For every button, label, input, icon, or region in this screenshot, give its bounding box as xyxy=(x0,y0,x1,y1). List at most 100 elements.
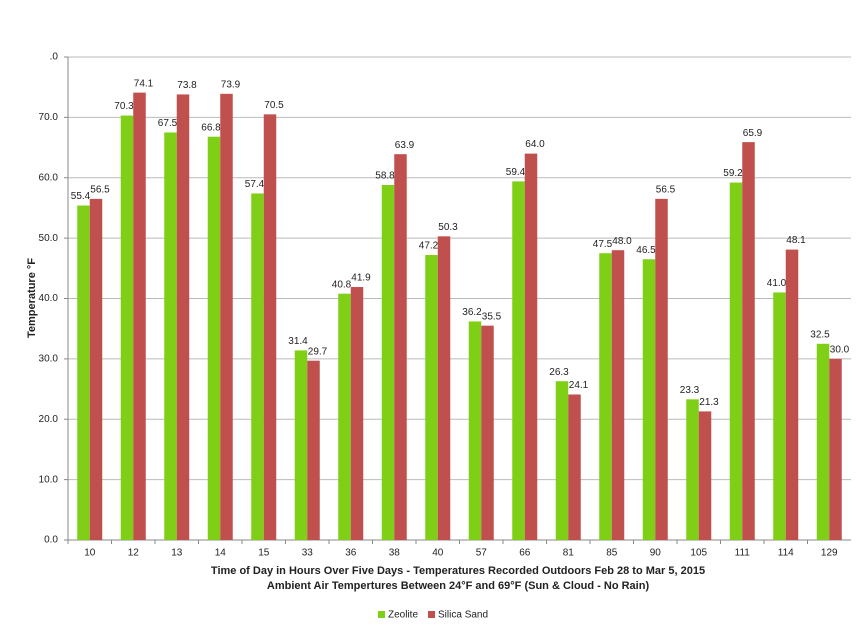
value-label: 32.5 xyxy=(810,329,830,340)
value-label: 73.8 xyxy=(177,80,197,91)
value-label: 46.5 xyxy=(636,245,656,256)
value-label: 59.2 xyxy=(723,168,743,179)
x-tick-label: 14 xyxy=(215,548,227,559)
y-tick-label: 60.0 xyxy=(39,172,59,183)
legend-swatch xyxy=(428,611,436,618)
bar xyxy=(89,198,103,540)
bar xyxy=(599,253,612,540)
value-label: 58.8 xyxy=(375,171,395,182)
y-tick-label: .0 xyxy=(50,52,59,63)
x-tick-label: 15 xyxy=(258,548,270,559)
value-label: 26.3 xyxy=(549,367,569,378)
value-label: 55.4 xyxy=(71,191,91,202)
value-label: 66.8 xyxy=(201,122,221,133)
bar xyxy=(120,115,134,540)
x-tick-label: 38 xyxy=(389,548,401,559)
value-label: 63.9 xyxy=(395,140,415,151)
x-tick-label: 66 xyxy=(519,548,531,559)
bar xyxy=(698,411,712,540)
value-label: 47.5 xyxy=(593,239,613,250)
value-label: 41.9 xyxy=(351,273,371,284)
bar xyxy=(176,94,190,541)
value-label: 24.1 xyxy=(569,380,589,391)
bar xyxy=(829,358,842,540)
legend-label: Silica Sand xyxy=(438,610,488,621)
value-label: 57.4 xyxy=(245,179,265,190)
value-label: 64.0 xyxy=(525,139,545,150)
value-label: 50.3 xyxy=(438,222,458,233)
bar xyxy=(338,293,351,540)
bar xyxy=(481,325,494,540)
y-tick-label: 50.0 xyxy=(39,233,59,244)
x-tick-label: 85 xyxy=(606,548,618,559)
value-label: 35.5 xyxy=(482,311,502,322)
bar xyxy=(207,136,221,540)
bar xyxy=(512,181,525,540)
value-label: 31.4 xyxy=(288,336,308,347)
bar xyxy=(381,184,395,540)
value-label: 56.5 xyxy=(90,185,110,196)
y-tick-label: 40.0 xyxy=(39,293,59,304)
bar xyxy=(251,193,264,540)
x-axis-title: Time of Day in Hours Over Five Days - Te… xyxy=(211,565,705,577)
bar xyxy=(350,287,364,540)
bar xyxy=(555,381,569,540)
value-label: 40.8 xyxy=(332,279,352,290)
x-tick-label: 90 xyxy=(650,548,662,559)
bar xyxy=(729,182,743,540)
value-label: 59.4 xyxy=(506,167,526,178)
bar xyxy=(437,236,451,540)
y-tick-label: 0.0 xyxy=(44,535,58,546)
y-tick-label: 20.0 xyxy=(39,414,59,425)
x-tick-label: 114 xyxy=(778,548,794,559)
x-tick-label: 13 xyxy=(171,548,183,559)
x-tick-label: 36 xyxy=(345,548,357,559)
y-axis-title: Temperature °F xyxy=(26,258,38,338)
bar xyxy=(394,154,407,541)
bar xyxy=(307,360,320,540)
x-axis-title: Ambient Air Tempertures Between 24°F and… xyxy=(267,580,650,592)
legend-label: Zeolite xyxy=(388,610,418,621)
value-label: 47.2 xyxy=(419,241,439,252)
value-label: 65.9 xyxy=(743,128,763,139)
x-tick-label: 57 xyxy=(476,548,488,559)
bar xyxy=(164,132,177,540)
x-tick-label: 129 xyxy=(821,548,838,559)
bar xyxy=(468,321,482,540)
y-tick-label: 70.0 xyxy=(39,112,59,123)
legend-swatch xyxy=(378,611,385,618)
bar xyxy=(642,259,656,540)
value-label: 23.3 xyxy=(680,385,700,396)
bar xyxy=(785,249,799,540)
x-tick-label: 40 xyxy=(432,548,444,559)
value-label: 73.9 xyxy=(221,79,241,90)
bar xyxy=(568,394,581,540)
x-tick-label: 105 xyxy=(690,548,707,559)
bar xyxy=(655,198,668,540)
value-label: 48.1 xyxy=(786,235,806,246)
value-label: 70.5 xyxy=(264,100,284,111)
bar xyxy=(294,350,308,540)
value-label: 29.7 xyxy=(308,346,328,357)
value-label: 21.3 xyxy=(699,397,719,408)
x-tick-label: 12 xyxy=(128,548,140,559)
x-tick-label: 111 xyxy=(735,548,751,559)
value-label: 70.3 xyxy=(114,101,134,112)
value-label: 56.5 xyxy=(656,185,676,196)
bar xyxy=(686,399,699,540)
y-tick-label: 30.0 xyxy=(39,354,59,365)
bar xyxy=(133,92,146,540)
bar xyxy=(425,255,438,540)
x-tick-label: 10 xyxy=(84,548,96,559)
bar xyxy=(816,343,830,540)
y-tick-label: 10.0 xyxy=(39,474,59,485)
x-tick-label: 33 xyxy=(302,548,314,559)
bar xyxy=(773,292,786,540)
x-tick-label: 81 xyxy=(563,548,575,559)
value-label: 30.0 xyxy=(830,345,850,356)
bar xyxy=(77,205,90,540)
value-label: 41.0 xyxy=(767,278,787,289)
value-label: 74.1 xyxy=(134,78,154,89)
bar xyxy=(220,93,233,541)
